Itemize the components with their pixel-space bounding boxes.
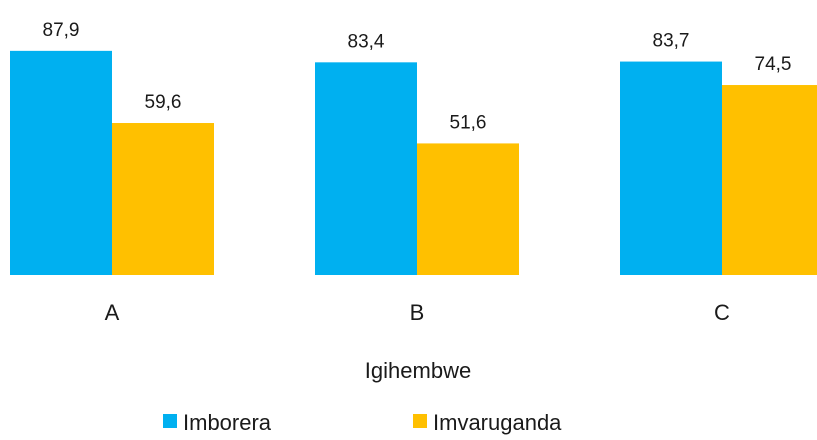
bar-b-imvaruganda <box>417 143 519 275</box>
value-label-c-imborera: 83,7 <box>653 31 690 52</box>
value-label-a-imborera: 87,9 <box>43 20 80 41</box>
bar-c-imborera <box>620 61 722 275</box>
bar-c-imvaruganda <box>722 85 817 276</box>
legend: Imborera Imvaruganda <box>163 410 562 435</box>
legend-swatch-imborera <box>163 414 177 428</box>
category-label-c: C <box>714 300 730 325</box>
bar-b-imborera <box>315 62 417 275</box>
bars-layer <box>10 50 817 276</box>
value-label-b-imvaruganda: 51,6 <box>450 112 487 133</box>
category-label-b: B <box>410 300 425 325</box>
category-label-a: A <box>105 300 120 325</box>
value-label-a-imvaruganda: 59,6 <box>145 92 182 113</box>
value-label-c-imvaruganda: 74,5 <box>755 54 792 75</box>
value-label-b-imborera: 83,4 <box>348 31 385 52</box>
value-labels-layer: 87,9 59,6 83,4 51,6 83,7 74,5 <box>43 20 792 134</box>
legend-label-imborera: Imborera <box>183 410 272 435</box>
x-axis-title: Igihembwe <box>365 358 471 383</box>
legend-label-imvaruganda: Imvaruganda <box>433 410 562 435</box>
bar-a-imvaruganda <box>112 123 214 276</box>
category-labels-layer: A B C <box>105 300 730 325</box>
legend-swatch-imvaruganda <box>413 414 427 428</box>
bar-a-imborera <box>10 50 112 276</box>
